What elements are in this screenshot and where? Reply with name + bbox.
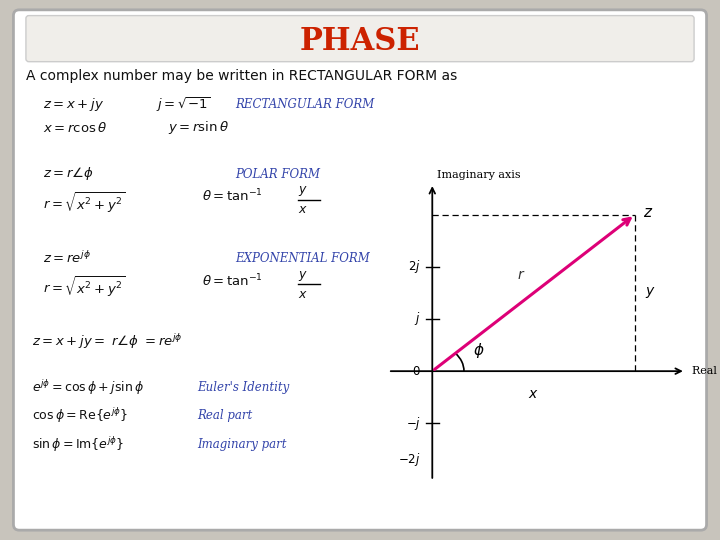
FancyBboxPatch shape bbox=[14, 10, 706, 530]
Text: $x$: $x$ bbox=[528, 387, 539, 401]
Text: $x$: $x$ bbox=[297, 287, 307, 300]
Text: EXPONENTIAL FORM: EXPONENTIAL FORM bbox=[235, 252, 370, 265]
Text: $z = r\angle\phi$: $z = r\angle\phi$ bbox=[43, 165, 94, 183]
Text: $j = \sqrt{-1}$: $j = \sqrt{-1}$ bbox=[156, 96, 211, 114]
Text: $y$: $y$ bbox=[297, 269, 307, 283]
Text: $r = \sqrt{x^2 + y^2}$: $r = \sqrt{x^2 + y^2}$ bbox=[43, 275, 126, 299]
Text: $2j$: $2j$ bbox=[408, 258, 421, 275]
Text: $\cos\phi = \mathrm{Re}\left\{e^{j\phi}\right\}$: $\cos\phi = \mathrm{Re}\left\{e^{j\phi}\… bbox=[32, 407, 128, 426]
Text: $r = \sqrt{x^2 + y^2}$: $r = \sqrt{x^2 + y^2}$ bbox=[43, 191, 126, 215]
Text: $x = r\cos\theta$: $x = r\cos\theta$ bbox=[43, 121, 107, 135]
Text: $y = r\sin\theta$: $y = r\sin\theta$ bbox=[168, 119, 229, 137]
Text: $0$: $0$ bbox=[413, 364, 421, 377]
Text: Real part: Real part bbox=[197, 409, 252, 422]
Text: $z = re^{j\phi}$: $z = re^{j\phi}$ bbox=[43, 251, 91, 266]
Text: Real axis: Real axis bbox=[692, 366, 720, 376]
Text: $\sin\phi = \mathrm{Im}\left\{e^{j\phi}\right\}$: $\sin\phi = \mathrm{Im}\left\{e^{j\phi}\… bbox=[32, 435, 124, 454]
Text: Imaginary part: Imaginary part bbox=[197, 438, 287, 451]
Text: $-2j$: $-2j$ bbox=[398, 451, 421, 468]
Text: $\theta = \tan^{-1}$: $\theta = \tan^{-1}$ bbox=[202, 272, 263, 289]
FancyBboxPatch shape bbox=[26, 16, 694, 62]
Text: $y$: $y$ bbox=[644, 285, 655, 300]
Text: $z = x + jy$: $z = x + jy$ bbox=[43, 96, 104, 113]
Text: Imaginary axis: Imaginary axis bbox=[437, 171, 521, 180]
Text: $\phi$: $\phi$ bbox=[474, 341, 485, 360]
Text: $e^{j\phi} = \cos\phi + j\sin\phi$: $e^{j\phi} = \cos\phi + j\sin\phi$ bbox=[32, 377, 144, 396]
Text: Euler's Identity: Euler's Identity bbox=[197, 381, 289, 394]
Text: $z = x + jy = \ r\angle\phi \ = re^{j\phi}$: $z = x + jy = \ r\angle\phi \ = re^{j\ph… bbox=[32, 333, 182, 352]
Text: $y$: $y$ bbox=[297, 184, 307, 198]
Text: $-j$: $-j$ bbox=[406, 415, 421, 432]
Text: $x$: $x$ bbox=[297, 203, 307, 216]
Text: $j$: $j$ bbox=[414, 310, 421, 327]
Text: $\theta = \tan^{-1}$: $\theta = \tan^{-1}$ bbox=[202, 188, 263, 204]
Text: A complex number may be written in RECTANGULAR FORM as: A complex number may be written in RECTA… bbox=[26, 69, 457, 83]
Text: $z$: $z$ bbox=[643, 206, 653, 220]
Text: PHASE: PHASE bbox=[300, 26, 420, 57]
Text: RECTANGULAR FORM: RECTANGULAR FORM bbox=[235, 98, 374, 111]
Text: POLAR FORM: POLAR FORM bbox=[235, 167, 320, 180]
Text: $r$: $r$ bbox=[517, 268, 525, 281]
